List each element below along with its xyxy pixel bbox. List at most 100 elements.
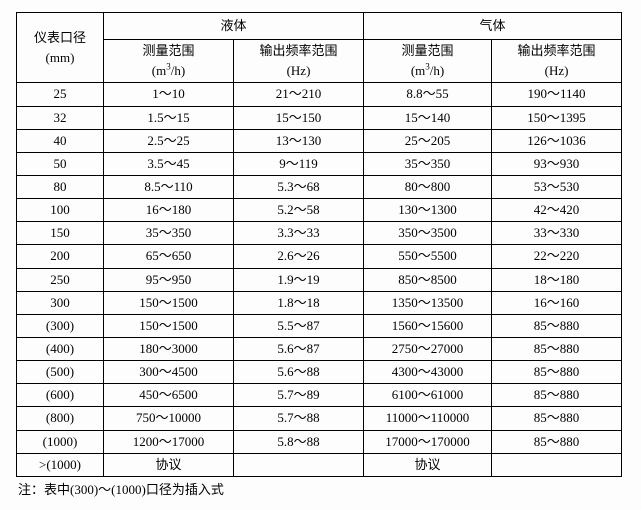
table-cell: 4300～43000 (364, 361, 492, 384)
table-cell: 8.8～55 (364, 83, 492, 106)
table-cell: 2.5～25 (104, 129, 234, 152)
table-cell: 2.6～26 (234, 245, 364, 268)
table-cell: 300～4500 (104, 361, 234, 384)
table-cell: (1000) (17, 430, 104, 453)
table-cell: 65～650 (104, 245, 234, 268)
table-cell: 150～1395 (492, 106, 622, 129)
table-cell: 200 (17, 245, 104, 268)
table-cell: 95～950 (104, 268, 234, 291)
table-cell: 85～880 (492, 430, 622, 453)
table-row: 402.5～2513～13025～205126～1036 (17, 129, 622, 152)
table-cell: 15～140 (364, 106, 492, 129)
header-size-unit: (mm) (46, 50, 75, 65)
table-cell: 3.5～45 (104, 152, 234, 175)
table-cell: 150～1500 (104, 314, 234, 337)
table-cell: >(1000) (17, 453, 104, 476)
table-cell: 100 (17, 199, 104, 222)
header-gas-range: 测量范围 (m3/h) (364, 40, 492, 83)
table-cell: 180～3000 (104, 337, 234, 360)
table-cell: 协议 (104, 453, 234, 476)
table-row: (500)300～45005.6～884300～4300085～880 (17, 361, 622, 384)
table-cell: 85～880 (492, 314, 622, 337)
table-cell: 1.5～15 (104, 106, 234, 129)
range-label: 测量范围 (402, 43, 454, 58)
footnote: 注：表中(300)～(1000)口径为插入式 (16, 479, 625, 498)
header-gas-freq: 输出频率范围 (Hz) (492, 40, 622, 83)
table-cell: 8.5～110 (104, 175, 234, 198)
freq-label: 输出频率范围 (260, 43, 338, 58)
table-cell: 85～880 (492, 337, 622, 360)
table-row: (600)450～65005.7～896100～6100085～880 (17, 384, 622, 407)
table-cell: 450～6500 (104, 384, 234, 407)
header-size: 仪表口径 (mm) (17, 13, 104, 83)
table-cell: 6100～61000 (364, 384, 492, 407)
range-label: 测量范围 (142, 43, 194, 58)
table-row: (1000)1200～170005.8～8817000～17000085～880 (17, 430, 622, 453)
table-cell: 5.6～87 (234, 337, 364, 360)
table-cell: 21～210 (234, 83, 364, 106)
table-cell: (500) (17, 361, 104, 384)
table-cell: 2750～27000 (364, 337, 492, 360)
table-row: (800)750～100005.7～8811000～11000085～880 (17, 407, 622, 430)
header-liquid-range: 测量范围 (m3/h) (104, 40, 234, 83)
table-cell: 80 (17, 175, 104, 198)
table-cell: 85～880 (492, 384, 622, 407)
header-liquid-freq: 输出频率范围 (Hz) (234, 40, 364, 83)
header-gas: 气体 (364, 13, 622, 40)
table-cell: 5.5～87 (234, 314, 364, 337)
range-unit: (m3/h) (411, 63, 444, 78)
table-cell: 40 (17, 129, 104, 152)
table-cell (492, 453, 622, 476)
table-cell: 5.7～89 (234, 384, 364, 407)
table-row: (400)180～30005.6～872750～2700085～880 (17, 337, 622, 360)
table-cell: 126～1036 (492, 129, 622, 152)
spec-table: 仪表口径 (mm) 液体 气体 测量范围 (m3/h) 输出频率范围 (Hz) … (16, 12, 622, 477)
table-cell: 850～8500 (364, 268, 492, 291)
table-cell: 750～10000 (104, 407, 234, 430)
table-cell: 5.7～88 (234, 407, 364, 430)
freq-label: 输出频率范围 (518, 43, 596, 58)
table-cell: 16～160 (492, 291, 622, 314)
table-cell: 33～330 (492, 222, 622, 245)
table-cell: (300) (17, 314, 104, 337)
table-row: (300)150～15005.5～871560～1560085～880 (17, 314, 622, 337)
table-cell: 1.8～18 (234, 291, 364, 314)
table-cell: 13～130 (234, 129, 364, 152)
table-cell (234, 453, 364, 476)
table-cell: 15～150 (234, 106, 364, 129)
table-cell: 150 (17, 222, 104, 245)
table-cell: 190～1140 (492, 83, 622, 106)
table-cell: 1560～15600 (364, 314, 492, 337)
table-cell: 16～180 (104, 199, 234, 222)
table-row: 808.5～1105.3～6880～80053～530 (17, 175, 622, 198)
table-cell: 35～350 (364, 152, 492, 175)
table-cell: 5.6～88 (234, 361, 364, 384)
table-row: 20065～6502.6～26550～550022～220 (17, 245, 622, 268)
table-row: 321.5～1515～15015～140150～1395 (17, 106, 622, 129)
header-liquid: 液体 (104, 13, 364, 40)
table-cell: 11000～110000 (364, 407, 492, 430)
table-cell: 18～180 (492, 268, 622, 291)
table-cell: 协议 (364, 453, 492, 476)
table-cell: 93～930 (492, 152, 622, 175)
table-row: 25095～9501.9～19850～850018～180 (17, 268, 622, 291)
table-cell: (600) (17, 384, 104, 407)
table-cell: 35～350 (104, 222, 234, 245)
table-cell: 300 (17, 291, 104, 314)
table-cell: 80～800 (364, 175, 492, 198)
table-cell: 85～880 (492, 407, 622, 430)
freq-unit: (Hz) (287, 63, 311, 78)
table-cell: 9～119 (234, 152, 364, 175)
table-cell: 32 (17, 106, 104, 129)
table-cell: 5.2～58 (234, 199, 364, 222)
table-cell: 1200～17000 (104, 430, 234, 453)
table-cell: (400) (17, 337, 104, 360)
table-cell: 350～3500 (364, 222, 492, 245)
table-row: 251～1021～2108.8～55190～1140 (17, 83, 622, 106)
table-row: 15035～3503.3～33350～350033～330 (17, 222, 622, 245)
table-row: 10016～1805.2～58130～130042～420 (17, 199, 622, 222)
table-row-last: >(1000)协议协议 (17, 453, 622, 476)
table-cell: 5.8～88 (234, 430, 364, 453)
table-cell: 85～880 (492, 361, 622, 384)
table-cell: 50 (17, 152, 104, 175)
